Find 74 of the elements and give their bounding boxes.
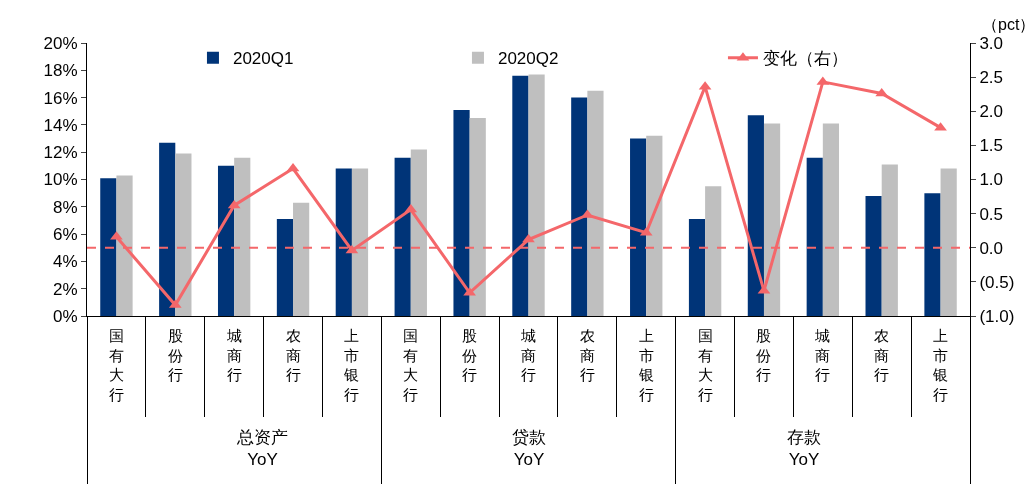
- y2-tick-label: 0.0: [979, 238, 1004, 258]
- y-tick-label: 4%: [53, 252, 78, 272]
- bar: [335, 168, 352, 316]
- x-tick-label: 农商行: [874, 327, 890, 383]
- x-tick-label: 股份行: [462, 327, 478, 383]
- bar: [571, 97, 588, 316]
- y-tick-label: 0%: [53, 306, 78, 326]
- text: 贷款 YoY: [512, 428, 546, 470]
- legend-label: 2020Q1: [232, 49, 294, 69]
- x-tick-label: 上市银行: [932, 327, 949, 403]
- bar: [865, 195, 882, 316]
- text: 总资产 YoY: [236, 428, 288, 470]
- bar: [116, 175, 133, 316]
- bar: [512, 75, 529, 316]
- text: （pct）: [982, 16, 1035, 33]
- bar: [100, 178, 117, 316]
- x-tick-label: 城商行: [814, 327, 831, 383]
- y2-tick-label: 0.5: [979, 204, 1004, 224]
- bar: [175, 153, 192, 316]
- y2-tick-label: 1.5: [979, 136, 1004, 156]
- point: [345, 244, 359, 254]
- bar: [453, 109, 470, 316]
- bar: [351, 168, 369, 316]
- y-tick-label: 2%: [53, 279, 78, 299]
- bar: [881, 164, 898, 316]
- bar: [822, 123, 840, 316]
- x-tick-label: 农商行: [285, 327, 301, 383]
- x-tick-label: 国有大行: [697, 327, 713, 403]
- bar: [705, 186, 722, 316]
- legend-label: 2020Q2: [497, 49, 559, 69]
- y2-tick-label: (1.0): [979, 306, 1015, 326]
- y2-tick-label: 3.0: [979, 33, 1004, 53]
- x-tick-label: 国有大行: [403, 327, 419, 403]
- y-tick-label: 20%: [43, 33, 78, 53]
- y-tick-label: 16%: [43, 88, 78, 108]
- bar: [217, 165, 235, 316]
- x-tick-label: 股份行: [756, 327, 772, 383]
- bar: [940, 168, 957, 316]
- x-tick-label: 农商行: [579, 327, 595, 383]
- x-tick-label: 上市银行: [637, 327, 654, 403]
- x-tick-label: 国有大行: [108, 327, 124, 403]
- bar: [159, 142, 176, 316]
- y-tick-label: 14%: [43, 115, 78, 135]
- bar: [630, 138, 647, 316]
- y-tick-label: 12%: [43, 143, 78, 163]
- point: [227, 199, 241, 209]
- y-tick-label: 8%: [53, 197, 78, 217]
- x-tick-label: 城商行: [520, 327, 536, 383]
- bar: [469, 118, 486, 316]
- bar: [394, 157, 411, 316]
- bar: [587, 90, 604, 316]
- bar: [234, 157, 251, 316]
- y-tick-label: 10%: [43, 170, 78, 190]
- bar: [410, 149, 427, 316]
- bar: [924, 193, 941, 316]
- bar: [806, 157, 823, 316]
- y-tick-label: 6%: [53, 225, 78, 245]
- bar: [688, 219, 706, 316]
- bar: [293, 202, 310, 316]
- x-tick-label: 城商行: [225, 327, 242, 383]
- y2-tick-label: 1.0: [979, 170, 1004, 190]
- bar: [747, 115, 764, 316]
- x-tick-label: 上市银行: [343, 327, 360, 403]
- bar: [528, 74, 545, 316]
- y2-tick-label: 2.5: [979, 68, 1004, 88]
- y2-tick-label: (0.5): [979, 272, 1015, 292]
- bar: [763, 123, 781, 316]
- bar: [646, 135, 663, 316]
- y-tick-label: 18%: [43, 61, 78, 81]
- legend-label: 变化（右）: [762, 49, 848, 69]
- y2-tick-label: 2.0: [979, 102, 1004, 122]
- text: 存款 YoY: [787, 428, 821, 470]
- bar: [276, 219, 294, 316]
- x-tick-label: 股份行: [167, 327, 183, 383]
